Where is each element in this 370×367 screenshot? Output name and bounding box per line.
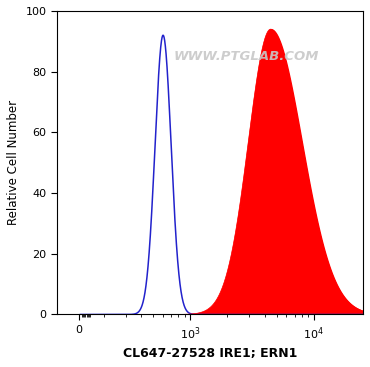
Text: WWW.PTGLAB.COM: WWW.PTGLAB.COM <box>174 50 319 63</box>
Y-axis label: Relative Cell Number: Relative Cell Number <box>7 100 20 225</box>
X-axis label: CL647-27528 IRE1; ERN1: CL647-27528 IRE1; ERN1 <box>123 347 297 360</box>
